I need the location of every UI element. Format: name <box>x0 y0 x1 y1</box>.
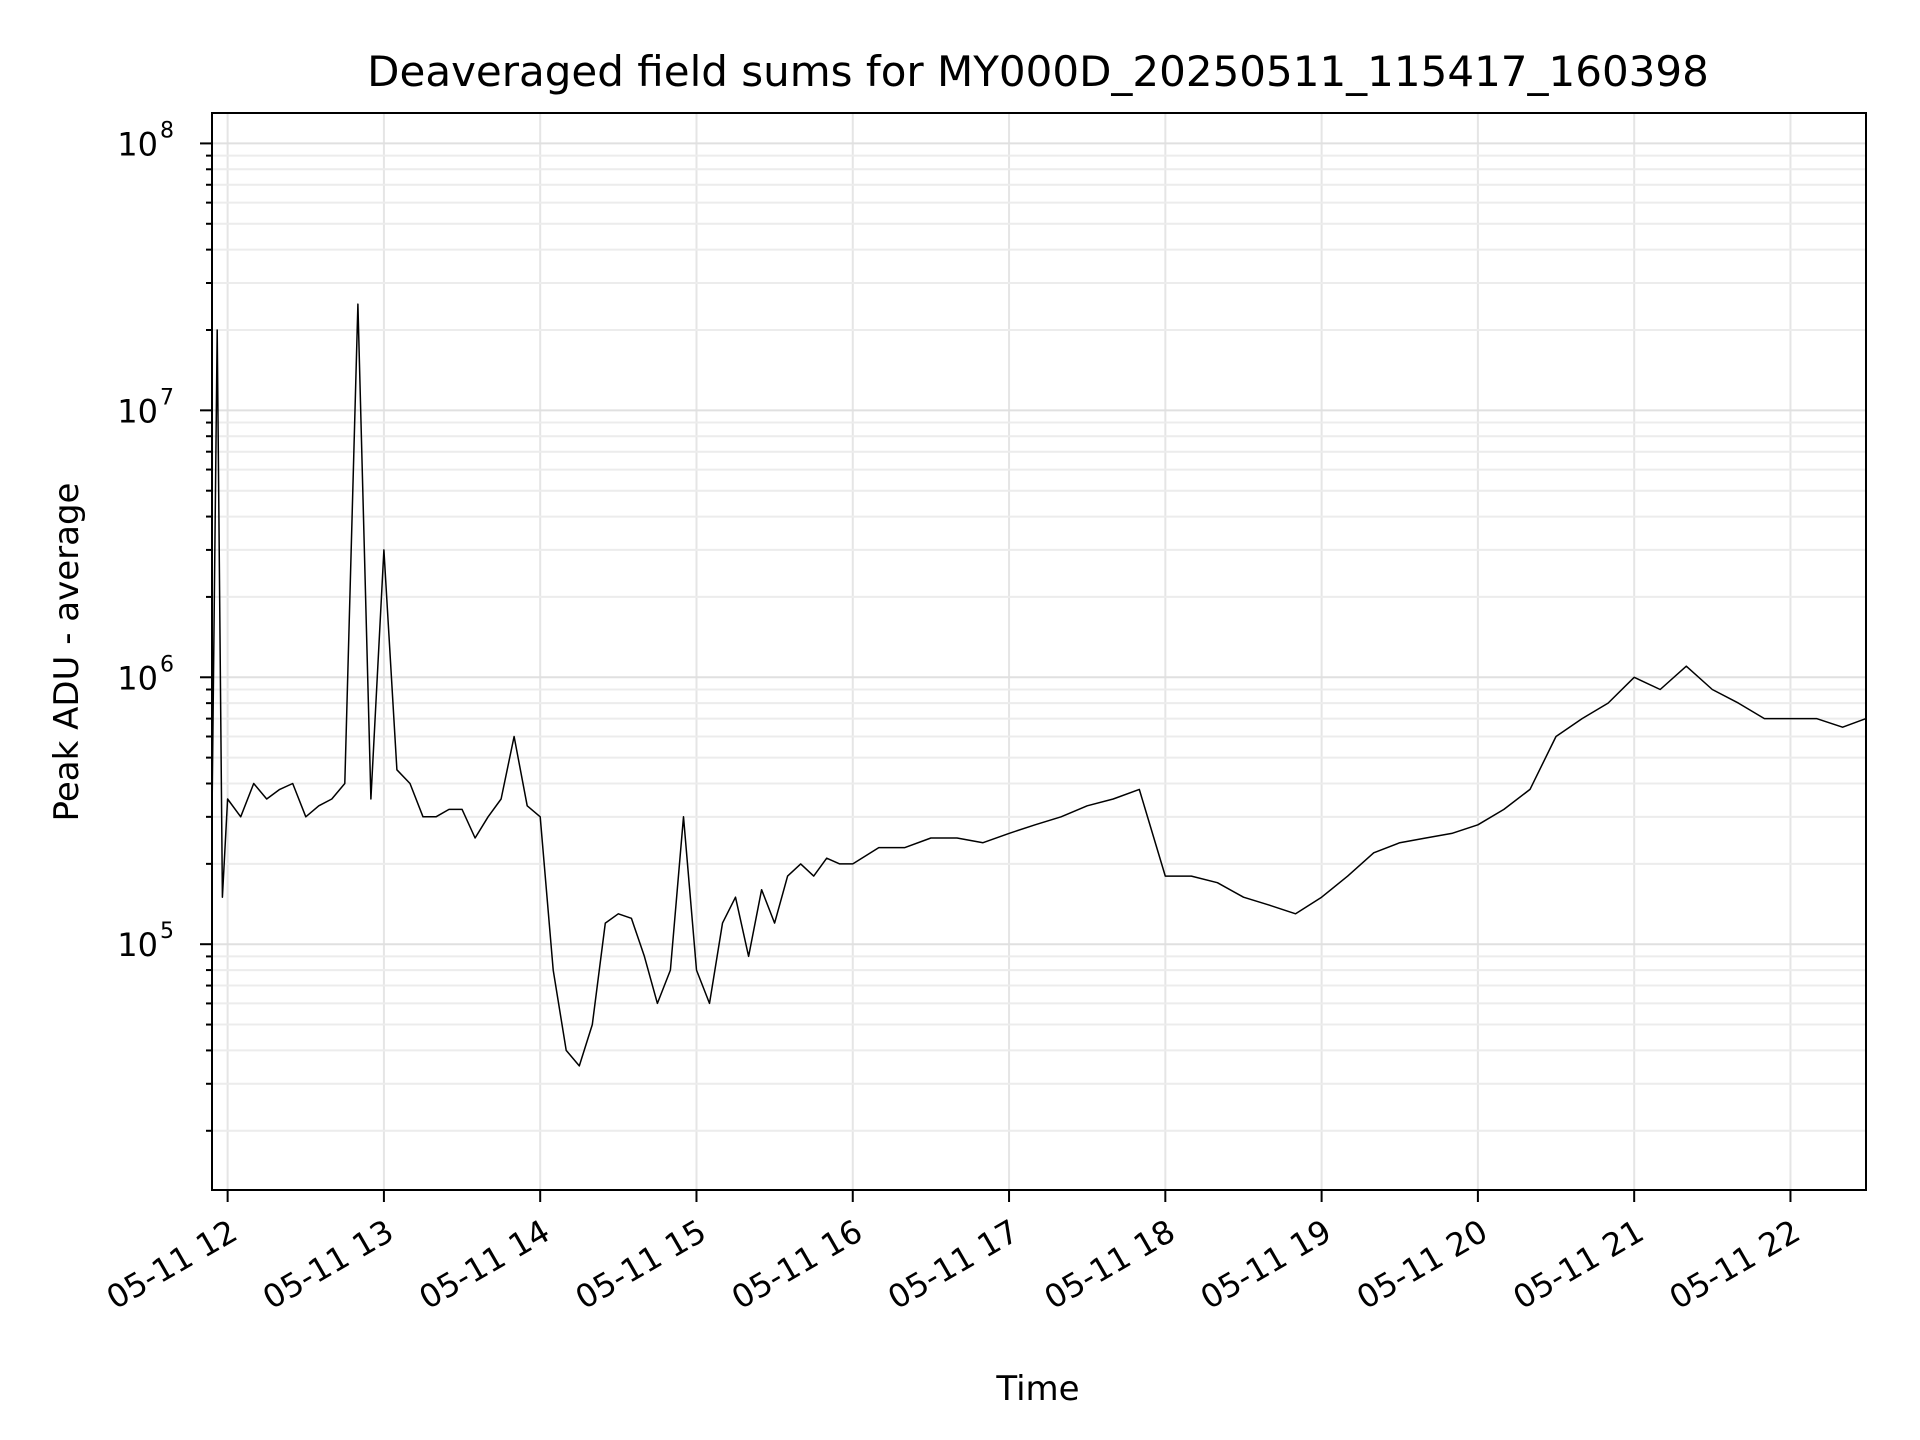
y-tick-exponent: 6 <box>160 652 174 677</box>
y-tick-exponent: 5 <box>160 919 174 944</box>
y-tick-label: 10 <box>117 926 158 964</box>
grid <box>212 113 1866 1190</box>
y-axis-label: Peak ADU - average <box>47 483 87 822</box>
x-axis-label: Time <box>995 1369 1079 1409</box>
y-tick-exponent: 7 <box>160 385 174 410</box>
series-line <box>211 303 1867 1067</box>
plot-frame <box>211 112 1867 1191</box>
y-tick-label: 10 <box>117 392 158 430</box>
y-tick-label: 10 <box>117 125 158 163</box>
chart-title: Deaveraged field sums for MY000D_2025051… <box>367 47 1709 96</box>
y-tick-label: 10 <box>117 659 158 697</box>
y-tick-exponent: 8 <box>160 118 174 143</box>
series-layer <box>211 303 1867 1067</box>
